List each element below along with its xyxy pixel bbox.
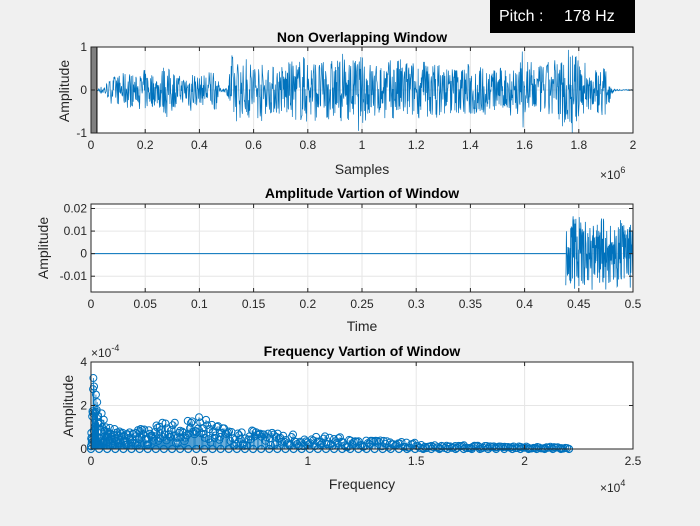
x-tick-label: 0.3 (408, 297, 425, 311)
signal-segment-line (565, 216, 634, 290)
spectrum-point (170, 418, 179, 427)
y-tick-label: -0.01 (60, 269, 88, 283)
spectrum-point (279, 431, 288, 440)
spectrum-point (318, 439, 327, 448)
y-tick-label: 1 (80, 40, 87, 54)
spectrum-point (154, 436, 163, 445)
x-axis-label: Samples (335, 161, 389, 177)
plot-title: Non Overlapping Window (277, 29, 447, 45)
x-tick-label: 2.5 (625, 454, 642, 468)
y-tick-label: 0.01 (64, 224, 88, 238)
spectrum-point (277, 437, 286, 446)
x-tick-label: 0.1 (191, 297, 208, 311)
x-tick-label: 0.8 (299, 138, 316, 152)
spectrum-point (161, 419, 170, 428)
plot-amplitude-variation-of-window: Amplitude Vartion of Window Time Amplitu… (35, 185, 642, 334)
plot-frequency-variation-of-window: Frequency Vartion of Window Frequency Am… (60, 343, 642, 495)
y-tick-label: 0 (80, 442, 87, 456)
spectrum-point (264, 429, 273, 438)
x-tick-label: 0.4 (516, 297, 533, 311)
y-axis-label: Amplitude (35, 217, 51, 279)
pitch-label: Pitch : (499, 7, 544, 25)
spectrum-point (200, 433, 209, 442)
plot-title: Amplitude Vartion of Window (265, 185, 459, 201)
x-tick-label: 0.2 (137, 138, 154, 152)
x-tick-label: 1.5 (408, 454, 425, 468)
y-exponent-label: ×10-4 (91, 343, 119, 360)
y-tick-label: 0 (80, 247, 87, 261)
spectrum-point (268, 428, 277, 437)
x-tick-label: 0.45 (567, 297, 591, 311)
plot-title: Frequency Vartion of Window (264, 343, 461, 359)
x-tick-label: 1.8 (570, 138, 587, 152)
x-axis-label: Frequency (329, 476, 395, 492)
spectrum-point (237, 428, 246, 437)
x-tick-label: 2 (521, 454, 528, 468)
x-tick-label: 0.6 (245, 138, 262, 152)
x-tick-label: 1.6 (516, 138, 533, 152)
x-tick-label: 0.15 (242, 297, 266, 311)
y-tick-label: 2 (80, 399, 87, 413)
x-tick-label: 0 (88, 297, 95, 311)
spectrum-point (195, 413, 204, 422)
plot-non-overlapping-window: Non Overlapping Window Samples Amplitude… (56, 29, 637, 182)
pitch-value: 178 Hz (564, 7, 615, 25)
spectrum-point (158, 418, 167, 427)
spectrum-point (320, 432, 329, 441)
spectrum-point (140, 425, 149, 434)
x-tick-label: 0.35 (459, 297, 483, 311)
pitch-display: Pitch : 178 Hz (490, 0, 635, 33)
spectrum-point (270, 440, 279, 449)
spectrum-point (212, 422, 221, 431)
y-tick-label: -1 (76, 126, 87, 140)
spectrum-point (202, 415, 211, 424)
x-tick-label: 0.5 (625, 297, 642, 311)
x-tick-label: 1.2 (408, 138, 425, 152)
spectrum-point (105, 423, 114, 432)
y-tick-label: 4 (80, 355, 87, 369)
spectrum-point (217, 428, 226, 437)
y-axis-label: Amplitude (60, 375, 76, 437)
spectrum-point (261, 436, 270, 445)
spectrum-point (291, 437, 300, 446)
spectrum-point (153, 423, 162, 432)
y-tick-label: 0 (80, 83, 87, 97)
x-tick-label: 0.4 (191, 138, 208, 152)
spectrum-point (93, 398, 102, 407)
spectrum-point (188, 417, 197, 426)
spectrum-point (187, 418, 196, 427)
spectrum-point (260, 430, 269, 439)
spectrum-point (266, 440, 275, 449)
x-tick-label: 1 (304, 454, 311, 468)
spectrum-point (269, 430, 278, 439)
x-tick-label: 2 (630, 138, 637, 152)
x-tick-label: 0.5 (191, 454, 208, 468)
spectrum-point (222, 430, 231, 439)
spectrum-point (99, 415, 108, 424)
x-axis-label: Time (347, 318, 378, 334)
waveform-line (90, 49, 634, 133)
x-tick-label: 0.2 (299, 297, 316, 311)
spectrum-point (168, 421, 177, 430)
x-tick-label: 0.05 (134, 297, 158, 311)
x-tick-label: 1.4 (462, 138, 479, 152)
y-tick-label: 0.02 (64, 202, 88, 216)
x-exponent-label: ×104 (600, 478, 625, 495)
spectrum-point (89, 374, 98, 383)
spectrum-point (273, 429, 282, 438)
spectrum-point (203, 421, 212, 430)
x-tick-label: 1 (359, 138, 366, 152)
x-tick-label: 0 (88, 138, 95, 152)
y-axis-label: Amplitude (56, 60, 72, 122)
x-tick-label: 0 (88, 454, 95, 468)
spectrum-point (91, 390, 100, 399)
x-exponent-label: ×106 (600, 165, 625, 182)
x-tick-label: 0.25 (350, 297, 374, 311)
